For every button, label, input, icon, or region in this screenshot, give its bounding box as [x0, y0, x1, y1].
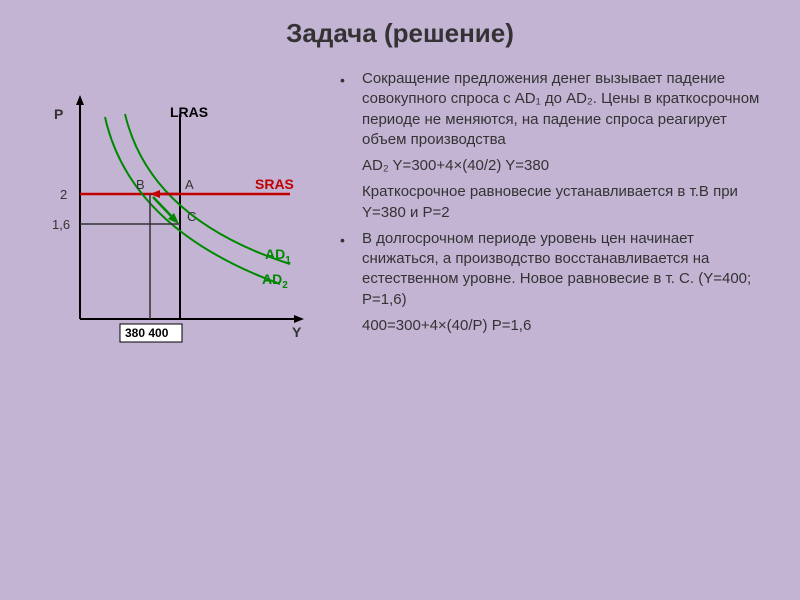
- ad2-curve: [105, 117, 280, 284]
- bullet-2-text: В долгосрочном периоде уровень цен начин…: [362, 229, 770, 310]
- bullet-icon: •: [340, 69, 362, 150]
- point-c-label: C: [187, 209, 196, 224]
- slide-title: Задача (решение): [30, 18, 770, 49]
- slide-content: P Y LRAS SRAS AD1 AD2: [30, 69, 770, 369]
- ytick-1-6: 1,6: [52, 217, 70, 232]
- equation-1: AD₂ Y=300+4×(40/2) Y=380: [340, 156, 770, 176]
- equation-2: 400=300+4×(40/P) P=1,6: [340, 316, 770, 336]
- point-a-label: A: [185, 177, 194, 192]
- short-run-eq: Краткосрочное равновесие устанавливается…: [340, 182, 770, 223]
- bullet-2: • В долгосрочном периоде уровень цен нач…: [340, 229, 770, 310]
- chart-area: P Y LRAS SRAS AD1 AD2: [30, 69, 330, 369]
- shift-arrowhead-red-icon: [150, 190, 160, 198]
- bullet-icon: •: [340, 229, 362, 310]
- x-values-text: 380 400: [125, 326, 169, 340]
- slide: Задача (решение) P Y LRAS SRAS A: [0, 0, 800, 600]
- adas-chart: P Y LRAS SRAS AD1 AD2: [30, 69, 330, 369]
- bullet-1-text: Сокращение предложения денег вызывает па…: [362, 69, 770, 150]
- point-b-label: B: [136, 177, 145, 192]
- ytick-2: 2: [60, 187, 67, 202]
- sras-label: SRAS: [255, 176, 294, 192]
- x-axis-arrow-icon: [294, 315, 304, 323]
- ad2-label: AD2: [262, 271, 288, 291]
- explanation-text: • Сокращение предложения денег вызывает …: [340, 69, 770, 369]
- x-axis-label: Y: [292, 324, 302, 340]
- y-axis-arrow-icon: [76, 95, 84, 105]
- lras-label: LRAS: [170, 104, 208, 120]
- y-axis-label: P: [54, 106, 63, 122]
- ad1-label: AD1: [265, 246, 291, 266]
- bullet-1: • Сокращение предложения денег вызывает …: [340, 69, 770, 150]
